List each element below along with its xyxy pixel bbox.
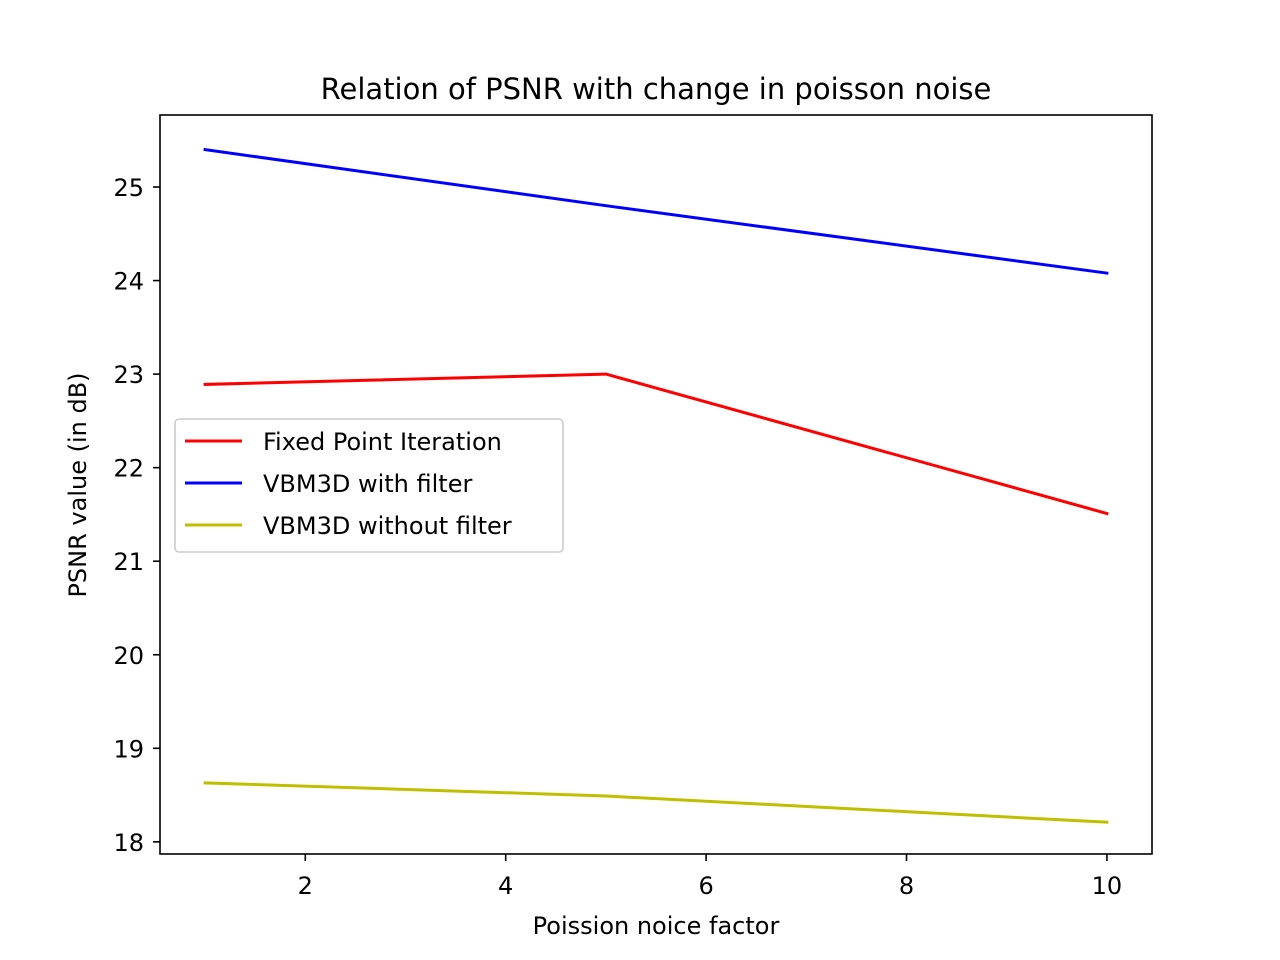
x-axis-label: Poission noice factor	[533, 912, 780, 940]
x-axis: 2 4 6 8 10	[298, 854, 1123, 900]
chart-title: Relation of PSNR with change in poisson …	[321, 72, 992, 106]
x-tick-label: 6	[698, 872, 713, 900]
series-line-1	[203, 372, 1109, 516]
y-tick-label: 23	[113, 361, 144, 389]
series-line-3	[203, 781, 1109, 824]
x-tick-label: 10	[1092, 872, 1123, 900]
y-axis-label: PSNR value (in dB)	[64, 372, 92, 597]
legend-label-2: VBM3D with filter	[263, 470, 472, 498]
y-axis: 18 19 20 21 22 23 24 25	[113, 174, 160, 857]
x-tick-label: 2	[298, 872, 313, 900]
legend-label-3: VBM3D without filter	[263, 512, 512, 540]
series-line-2	[203, 147, 1109, 275]
x-tick-label: 4	[498, 872, 513, 900]
y-tick-label: 21	[113, 548, 144, 576]
y-tick-label: 22	[113, 455, 144, 483]
axes-frame	[159, 114, 1153, 855]
y-tick-label: 18	[113, 829, 144, 857]
y-tick-label: 25	[113, 174, 144, 202]
legend-box	[174, 418, 564, 553]
x-tick-label: 8	[899, 872, 914, 900]
legend: Fixed Point Iteration VBM3D with filter VB…	[174, 418, 564, 553]
y-tick-label: 20	[113, 642, 144, 670]
y-tick-label: 19	[113, 735, 144, 763]
plot-area	[203, 147, 1109, 824]
legend-label-1: Fixed Point Iteration	[263, 428, 502, 456]
y-tick-label: 24	[113, 268, 144, 296]
